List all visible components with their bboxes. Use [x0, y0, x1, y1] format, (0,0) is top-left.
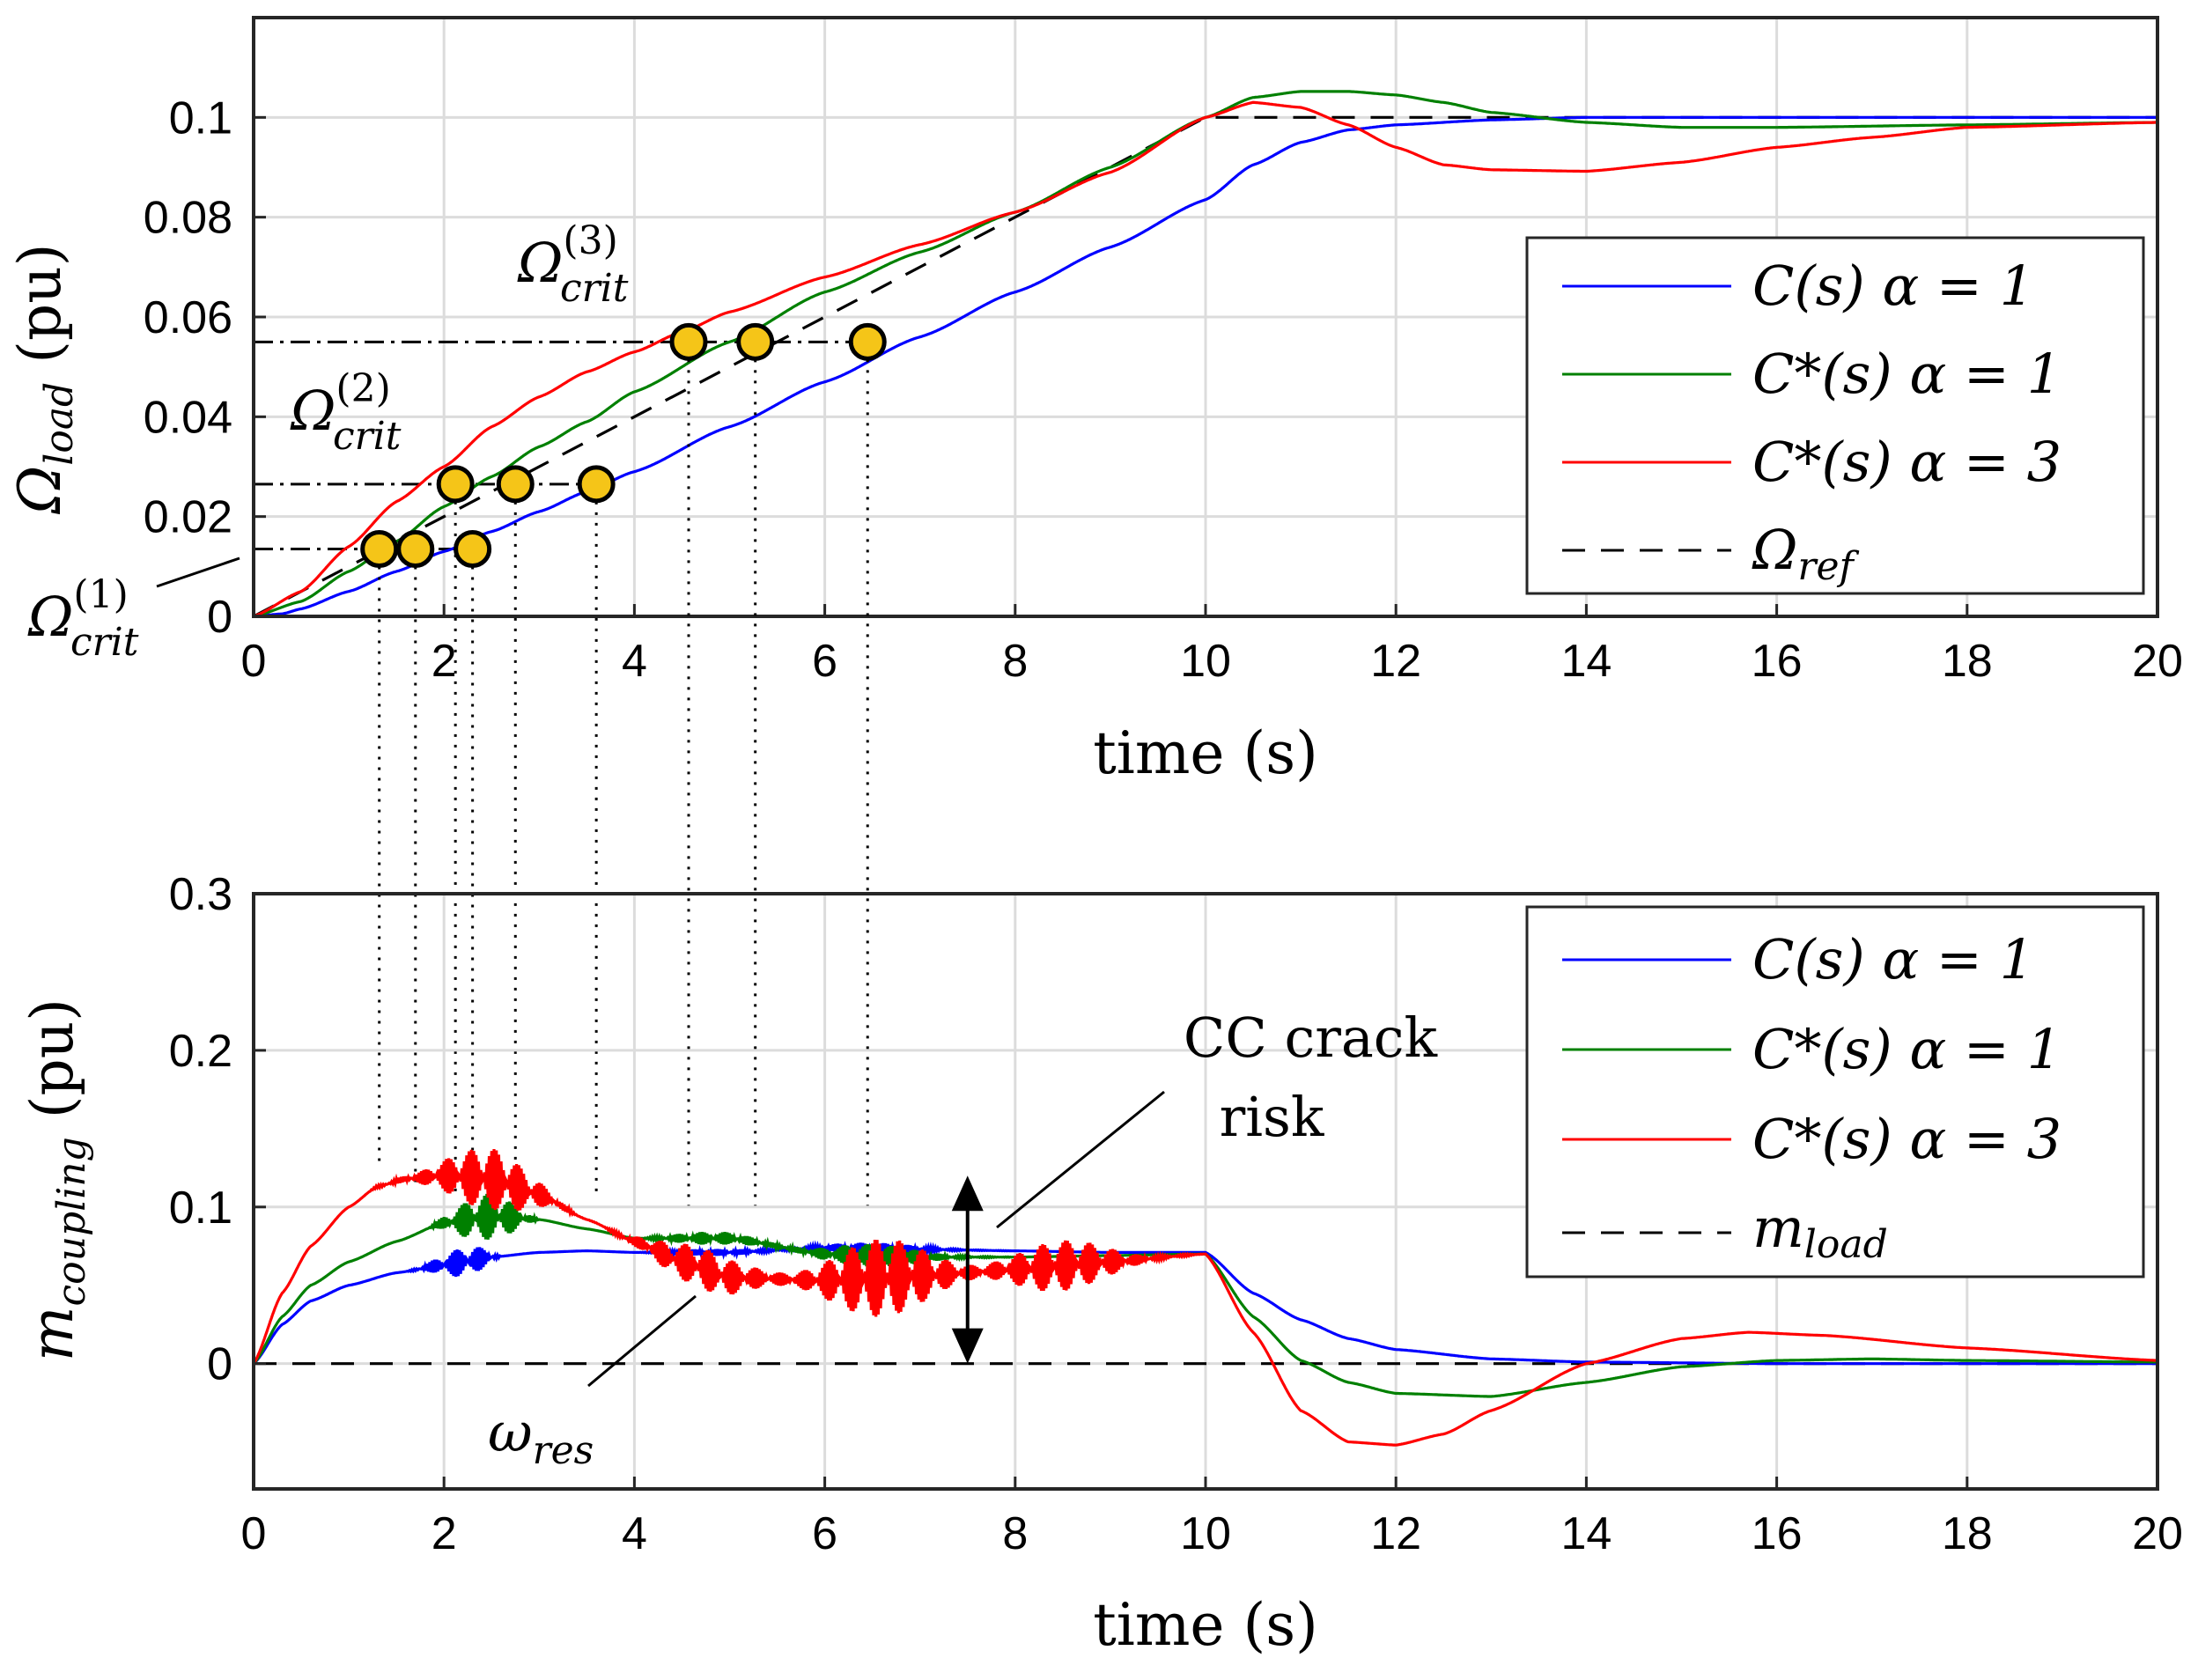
bot-y-tick-label: 0	[207, 1339, 232, 1390]
top-series	[253, 90, 2157, 618]
svg-text:Ω(2)crit: Ω(2) crit	[290, 366, 402, 459]
bottom-legend-entry-3: C*(s) α = 3	[1752, 1107, 2062, 1171]
crit-point-marker	[396, 530, 435, 568]
top-x-ticks: 0 2 4 6 8 10 12 14 16 18 20	[241, 604, 2183, 687]
top-x-tick-label: 2	[431, 636, 457, 687]
top-x-tick-label: 4	[622, 636, 647, 687]
crit-point-marker	[496, 465, 535, 504]
bot-x-tick-label: 4	[622, 1508, 647, 1559]
top-y-ticks: 0 0.02 0.04 0.06 0.08 0.1	[144, 92, 266, 643]
bottom-y-ticks: 0 0.1 0.2 0.3	[169, 869, 266, 1390]
top-series-line	[253, 100, 2157, 618]
top-y-tick-label: 0.02	[144, 492, 232, 543]
top-x-tick-label: 16	[1752, 636, 1803, 687]
bot-x-tick-label: 12	[1370, 1508, 1421, 1559]
bottom-x-ticks: 0 2 4 6 8 10 12 14 16 18 20	[241, 1477, 2183, 1559]
crack-risk-label-2: risk	[1220, 1085, 1324, 1149]
bottom-x-label: time (s)	[1093, 1591, 1318, 1659]
top-legend-entry-1: C(s) α = 1	[1752, 254, 2034, 318]
crit-point-marker	[736, 322, 775, 361]
top-legend-entry-4: Ωref	[1752, 518, 1859, 589]
crit-point-marker	[360, 530, 399, 568]
crit-connectors	[378, 359, 869, 1207]
bottom-series	[252, 1148, 2157, 1447]
top-y-tick-label: 0.1	[169, 92, 232, 144]
crack-risk-label-1: CC crack	[1184, 1006, 1438, 1070]
top-x-tick-label: 8	[1002, 636, 1028, 687]
top-series-line	[253, 115, 2157, 618]
crit-point-marker	[454, 530, 492, 568]
top-x-tick-label: 18	[1942, 636, 1993, 687]
crack-risk-pointer	[996, 1090, 1165, 1229]
bottom-chart: 0 2 4 6 8 10 12 14 16 18 20 0 0.1 0.2 0.3 time (s) mc…	[18, 869, 2183, 1659]
bot-x-tick-label: 20	[2132, 1508, 2183, 1559]
crit-guides	[254, 340, 868, 550]
omega-res-pointer	[587, 1294, 697, 1388]
bottom-legend-entry-1: C(s) α = 1	[1752, 927, 2034, 991]
top-y-tick-label: 0.08	[144, 193, 232, 244]
crit-label-2: Ω(2) crit	[290, 366, 402, 459]
bottom-y-label: mcoupling (pu)	[18, 998, 94, 1361]
bot-series-line	[252, 1240, 2157, 1366]
bot-y-tick-label: 0.2	[169, 1026, 232, 1077]
crit-label-1: Ω(1) crit	[27, 556, 240, 665]
bot-x-tick-label: 18	[1942, 1508, 1993, 1559]
bot-x-tick-label: 8	[1002, 1508, 1028, 1559]
top-x-tick-label: 20	[2132, 636, 2183, 687]
top-legend-entry-2: C*(s) α = 1	[1752, 342, 2062, 406]
bot-x-tick-label: 16	[1752, 1508, 1803, 1559]
top-legend-entry-3: C*(s) α = 3	[1752, 430, 2062, 494]
top-x-tick-label: 10	[1180, 636, 1231, 687]
crit-point-marker	[669, 322, 708, 361]
bot-y-tick-label: 0.3	[169, 869, 232, 920]
top-y-label: Ωload (pu)	[6, 244, 82, 515]
bot-x-tick-label: 14	[1560, 1508, 1612, 1559]
crack-risk-arrow	[951, 1175, 984, 1364]
top-x-tick-label: 14	[1560, 636, 1612, 687]
top-chart: 0 2 4 6 8 10 12 14 16 18 20 0 0.02 0.04 0.06 0.08 0.1 t…	[6, 16, 2183, 787]
svg-text:Ω(1)crit: Ω(1) crit	[27, 572, 139, 665]
crit-point-marker	[848, 322, 887, 361]
top-legend: C(s) α = 1 C*(s) α = 1 C*(s) α = 3 Ωref	[1525, 236, 2145, 595]
bot-y-tick-label: 0.1	[169, 1183, 232, 1234]
crit-point-marker	[436, 465, 475, 504]
bottom-legend: C(s) α = 1 C*(s) α = 1 C*(s) α = 3 mload	[1525, 905, 2145, 1278]
svg-text:Ω(3)crit: Ω(3) crit	[517, 218, 629, 311]
bottom-legend-entry-2: C*(s) α = 1	[1752, 1017, 2062, 1081]
bot-x-tick-label: 2	[431, 1508, 457, 1559]
bottom-legend-entry-4: mload	[1752, 1196, 1888, 1267]
bot-series-line	[252, 1148, 2157, 1447]
bot-x-tick-label: 6	[812, 1508, 837, 1559]
bot-x-tick-label: 10	[1180, 1508, 1231, 1559]
top-x-label: time (s)	[1093, 719, 1318, 787]
top-x-tick-label: 6	[812, 636, 837, 687]
top-x-tick-label: 12	[1370, 636, 1421, 687]
top-y-tick-label: 0.04	[144, 392, 232, 443]
crit-point-marker	[577, 465, 616, 504]
top-y-tick-label: 0	[207, 592, 232, 643]
bot-x-tick-label: 0	[241, 1508, 267, 1559]
crit-markers	[360, 322, 887, 568]
crit-label-3: Ω(3) crit	[517, 218, 629, 311]
top-x-tick-label: 0	[241, 636, 267, 687]
arrow-head-down	[951, 1328, 984, 1364]
top-y-tick-label: 0.06	[144, 292, 232, 343]
omega-res-label: ωres	[488, 1400, 594, 1473]
arrow-head-up	[951, 1175, 984, 1212]
